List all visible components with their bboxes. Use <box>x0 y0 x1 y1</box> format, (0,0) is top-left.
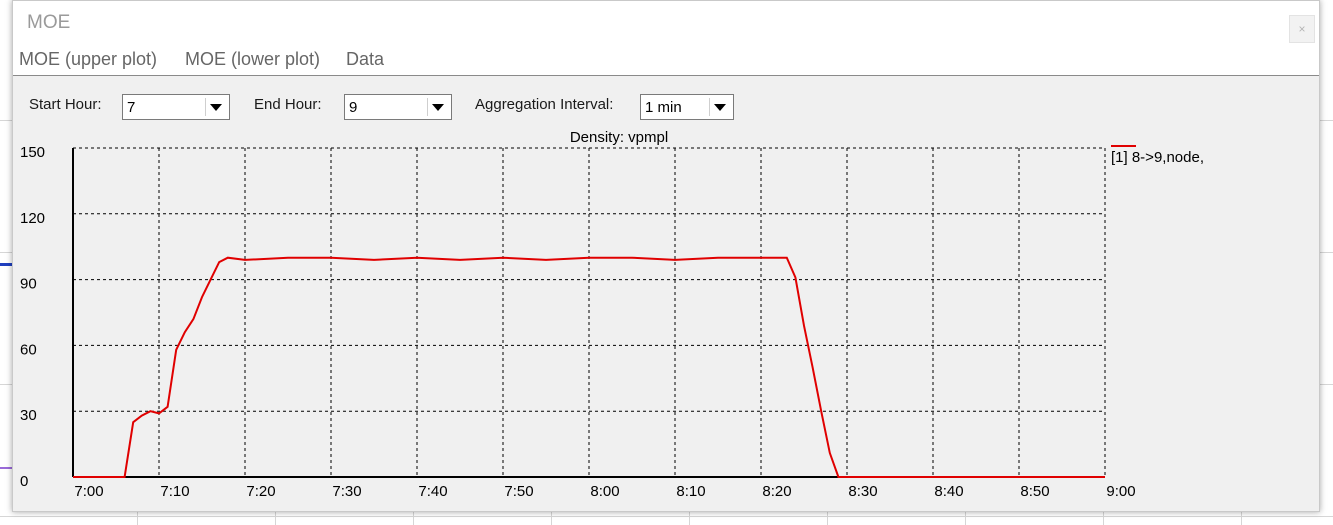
x-tick-label: 8:50 <box>1020 483 1049 500</box>
chart-legend: [1] 8->9,node, <box>1111 145 1204 166</box>
x-tick-label: 8:10 <box>676 483 705 500</box>
chevron-down-icon[interactable] <box>205 98 226 116</box>
background-purple-marker <box>0 467 12 469</box>
chart-grid <box>73 147 1106 477</box>
end-hour-label: End Hour: <box>254 96 322 113</box>
x-tick-label: 8:40 <box>934 483 963 500</box>
window-title: MOE <box>27 12 71 33</box>
x-tick-label: 8:20 <box>762 483 791 500</box>
x-tick-label: 7:30 <box>332 483 361 500</box>
start-hour-label: Start Hour: <box>29 96 102 113</box>
x-tick-label: 9:00 <box>1106 483 1135 500</box>
end-hour-value: 9 <box>349 99 358 116</box>
chevron-down-icon[interactable] <box>709 98 730 116</box>
aggregation-interval-value: 1 min <box>645 99 682 116</box>
x-tick-label: 7:00 <box>74 483 103 500</box>
moe-window: MOE × MOE (upper plot) MOE (lower plot) … <box>12 0 1320 512</box>
start-hour-select[interactable]: 7 <box>122 94 230 120</box>
menu-item-lower-plot[interactable]: MOE (lower plot) <box>185 49 321 69</box>
y-tick-label: 30 <box>20 407 37 424</box>
chart-ticks: 7:00 7:10 7:20 7:30 7:40 7:50 8:00 8:10 8:20 8:30… <box>20 144 1136 500</box>
background-blue-marker <box>0 263 12 266</box>
chevron-down-icon[interactable] <box>427 98 448 116</box>
title-bar[interactable]: MOE × <box>13 1 1319 45</box>
series-line <box>73 256 1105 478</box>
y-tick-label: 0 <box>20 473 28 490</box>
chart-series <box>73 256 1105 478</box>
aggregation-interval-label: Aggregation Interval: <box>475 96 614 113</box>
legend-entry: [1] 8->9,node, <box>1111 149 1204 166</box>
x-tick-label: 7:10 <box>160 483 189 500</box>
x-tick-label: 7:50 <box>504 483 533 500</box>
y-tick-label: 60 <box>20 341 37 358</box>
aggregation-interval-select[interactable]: 1 min <box>640 94 734 120</box>
chart-title: Density: vpmpl <box>570 129 668 146</box>
menu-bar: MOE (upper plot) MOE (lower plot) Data <box>13 45 1319 76</box>
x-tick-label: 7:20 <box>246 483 275 500</box>
y-tick-label: 150 <box>20 144 45 161</box>
menu-item-upper-plot[interactable]: MOE (upper plot) <box>19 49 158 69</box>
menu-item-data[interactable]: Data <box>346 49 385 69</box>
end-hour-select[interactable]: 9 <box>344 94 452 120</box>
x-tick-label: 8:30 <box>848 483 877 500</box>
y-tick-label: 120 <box>20 210 45 227</box>
x-tick-label: 8:00 <box>590 483 619 500</box>
y-tick-label: 90 <box>20 276 37 293</box>
x-tick-label: 7:40 <box>418 483 447 500</box>
close-button[interactable]: × <box>1289 15 1315 43</box>
start-hour-value: 7 <box>127 99 136 116</box>
